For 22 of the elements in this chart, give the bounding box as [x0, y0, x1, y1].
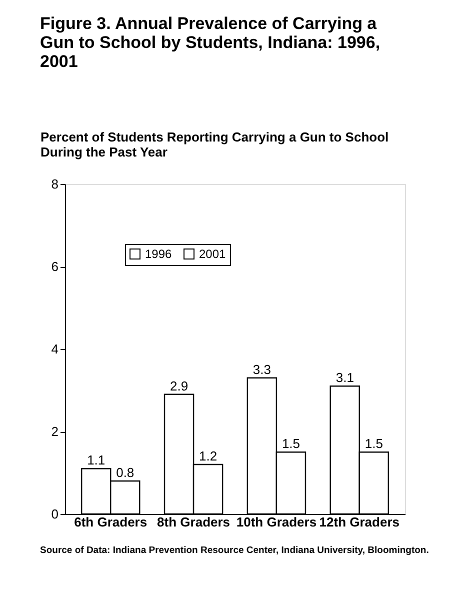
y-tick-label: 0: [51, 506, 58, 522]
data-label: 0.8: [116, 465, 134, 480]
data-label: 3.3: [252, 362, 271, 377]
chart-title: Figure 3. Annual Prevalence of Carrying a Gun to School by Students, Indiana: 1996, 2001: [40, 14, 380, 71]
x-tick-label: 8th Graders: [157, 514, 230, 530]
y-tick-label: 2: [51, 424, 58, 439]
data-label: 1.1: [87, 452, 106, 468]
data-label: 3.1: [336, 370, 354, 386]
y-axis-title: Percent of Students Reporting Carrying a Gun to School During the Past Year: [40, 130, 389, 160]
data-label: 1.2: [199, 448, 218, 464]
legend-label: 1996: [145, 247, 172, 261]
legend-label: 2001: [199, 247, 226, 261]
x-tick-label: 12th Graders: [319, 514, 400, 530]
y-tick-label: 6: [51, 259, 58, 274]
x-tick-label: 10th Graders: [236, 514, 317, 530]
data-label: 1.5: [364, 436, 383, 452]
data-label: 1.5: [282, 436, 300, 452]
y-tick-label: 4: [51, 342, 58, 356]
source-note: Source of Data: Indiana Prevention Resource Center, Indiana University, Bloomington.: [40, 545, 429, 556]
data-label: 2.9: [170, 378, 188, 394]
x-tick-label: 6th Graders: [74, 514, 148, 530]
y-tick-label: 8: [51, 176, 58, 192]
